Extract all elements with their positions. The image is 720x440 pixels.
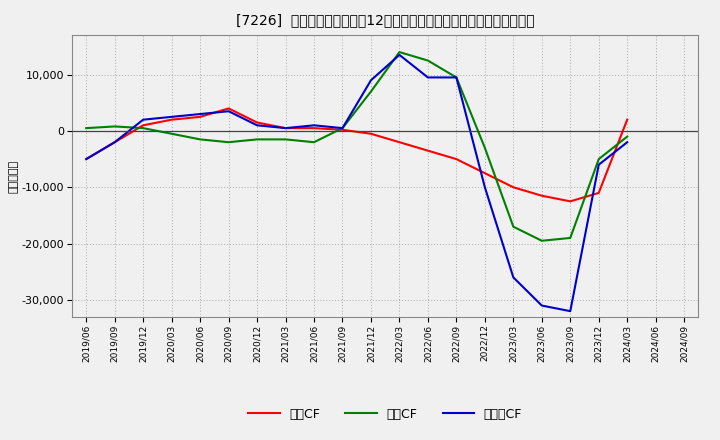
営業CF	[196, 114, 204, 120]
フリーCF	[338, 125, 347, 131]
Line: 営業CF: 営業CF	[86, 108, 627, 202]
営業CF	[282, 125, 290, 131]
営業CF	[452, 157, 461, 162]
営業CF	[310, 125, 318, 131]
営業CF	[566, 199, 575, 204]
投賄CF	[338, 125, 347, 131]
投賄CF	[139, 125, 148, 131]
フリーCF	[110, 139, 119, 145]
投賄CF	[423, 58, 432, 63]
営業CF	[623, 117, 631, 122]
フリーCF	[595, 162, 603, 167]
フリーCF	[423, 75, 432, 80]
営業CF	[423, 148, 432, 153]
営業CF	[509, 185, 518, 190]
フリーCF	[566, 308, 575, 314]
投賄CF	[225, 139, 233, 145]
Title: [7226]  キャッシュフローの12か月移動合計の対前年同期増減額の推移: [7226] キャッシュフローの12か月移動合計の対前年同期増減額の推移	[236, 13, 534, 27]
投賄CF	[480, 145, 489, 150]
フリーCF	[395, 52, 404, 58]
Y-axis label: （百万円）: （百万円）	[9, 159, 19, 193]
営業CF	[366, 131, 375, 136]
フリーCF	[452, 75, 461, 80]
営業CF	[110, 139, 119, 145]
フリーCF	[623, 139, 631, 145]
営業CF	[338, 127, 347, 132]
営業CF	[253, 120, 261, 125]
フリーCF	[82, 157, 91, 162]
フリーCF	[225, 109, 233, 114]
投賄CF	[282, 137, 290, 142]
営業CF	[139, 123, 148, 128]
投賄CF	[623, 134, 631, 139]
Legend: 営業CF, 投賄CF, フリーCF: 営業CF, 投賄CF, フリーCF	[248, 407, 522, 421]
投賄CF	[537, 238, 546, 243]
フリーCF	[509, 275, 518, 280]
フリーCF	[196, 111, 204, 117]
投賄CF	[310, 139, 318, 145]
投賄CF	[452, 75, 461, 80]
Line: 投賄CF: 投賄CF	[86, 52, 627, 241]
フリーCF	[167, 114, 176, 120]
投賄CF	[167, 131, 176, 136]
フリーCF	[366, 77, 375, 83]
営業CF	[537, 193, 546, 198]
投賄CF	[595, 157, 603, 162]
フリーCF	[253, 123, 261, 128]
営業CF	[82, 157, 91, 162]
フリーCF	[537, 303, 546, 308]
投賄CF	[196, 137, 204, 142]
営業CF	[480, 171, 489, 176]
営業CF	[167, 117, 176, 122]
フリーCF	[310, 123, 318, 128]
投賄CF	[395, 49, 404, 55]
フリーCF	[139, 117, 148, 122]
営業CF	[395, 139, 404, 145]
投賄CF	[110, 124, 119, 129]
Line: フリーCF: フリーCF	[86, 55, 627, 311]
投賄CF	[566, 235, 575, 241]
投賄CF	[253, 137, 261, 142]
投賄CF	[366, 89, 375, 94]
投賄CF	[82, 125, 91, 131]
フリーCF	[282, 125, 290, 131]
フリーCF	[480, 185, 489, 190]
投賄CF	[509, 224, 518, 229]
営業CF	[595, 190, 603, 195]
営業CF	[225, 106, 233, 111]
